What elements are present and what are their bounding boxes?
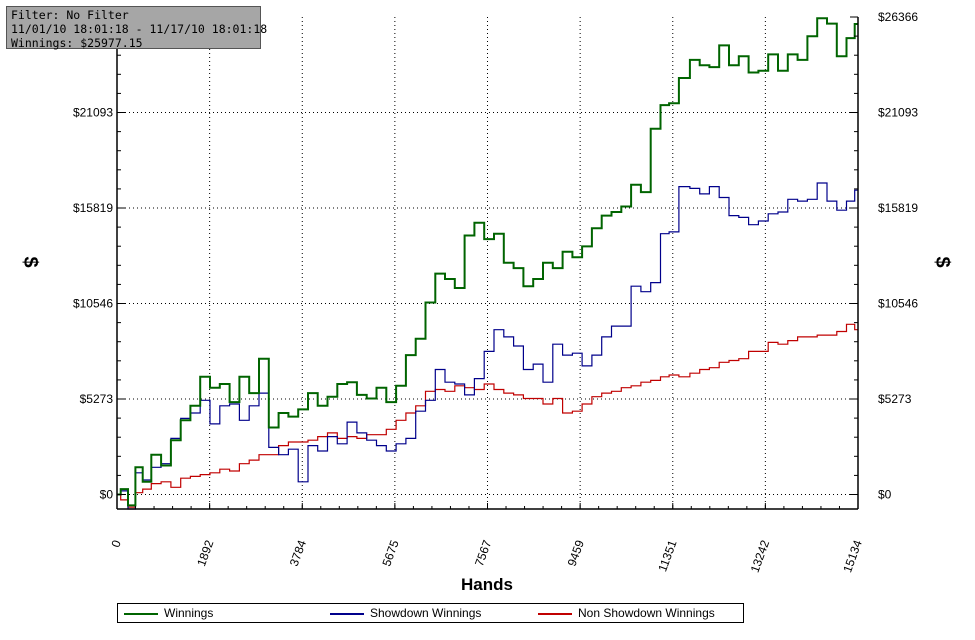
y-tick-label-left: $21093: [73, 105, 113, 119]
series-non-showdown-line: [117, 323, 858, 508]
legend: Winnings Showdown Winnings Non Showdown …: [117, 603, 744, 623]
series-winnings-line: [117, 17, 858, 507]
legend-swatch-showdown: [330, 613, 364, 615]
legend-label-showdown: Showdown Winnings: [370, 606, 482, 620]
y-tick-label-right: $15819: [878, 201, 918, 215]
y-tick-label-left: $15819: [73, 201, 113, 215]
x-tick-label: 3784: [287, 538, 309, 568]
date-range-label: 11/01/10 18:01:18 - 11/17/10 18:01:18: [11, 22, 268, 36]
x-tick-label: 11351: [655, 538, 679, 574]
filter-label: Filter: No Filter: [11, 8, 129, 22]
plot-area: [117, 17, 858, 509]
total-winnings-label: Winnings: $25977.15: [11, 36, 143, 50]
x-tick-label: 13242: [748, 538, 773, 574]
y-axis-title-right: $: [931, 256, 953, 267]
legend-swatch-non-showdown: [538, 613, 572, 615]
x-tick-label: 0: [108, 538, 124, 549]
y-tick-label-right: $10546: [878, 297, 918, 311]
y-tick-label-right: $26366: [878, 10, 918, 24]
x-axis-title: Hands: [461, 575, 513, 594]
grid-lines: [117, 17, 858, 509]
y-tick-label-right: $0: [878, 488, 892, 502]
x-tick-label: 7567: [472, 538, 494, 568]
x-tick-label: 15134: [840, 538, 865, 574]
series-showdown-line: [117, 182, 858, 510]
legend-label-winnings: Winnings: [164, 606, 214, 620]
legend-swatch-winnings: [124, 613, 158, 615]
legend-label-non-showdown: Non Showdown Winnings: [578, 606, 715, 620]
filter-info-box: Filter: No Filter 11/01/10 18:01:18 - 11…: [6, 6, 268, 50]
y-axis-title-left: $: [19, 256, 41, 267]
series-layer: [117, 17, 858, 510]
y-tick-label-right: $5273: [878, 392, 912, 406]
x-tick-label: 9459: [565, 538, 587, 568]
y-tick-label-left: $10546: [73, 297, 113, 311]
y-tick-label-left: $0: [100, 488, 114, 502]
y-tick-label-right: $21093: [878, 105, 918, 119]
y-tick-label-left: $5273: [80, 392, 114, 406]
x-tick-label: 5675: [379, 538, 401, 568]
x-tick-label: 1892: [194, 538, 216, 568]
